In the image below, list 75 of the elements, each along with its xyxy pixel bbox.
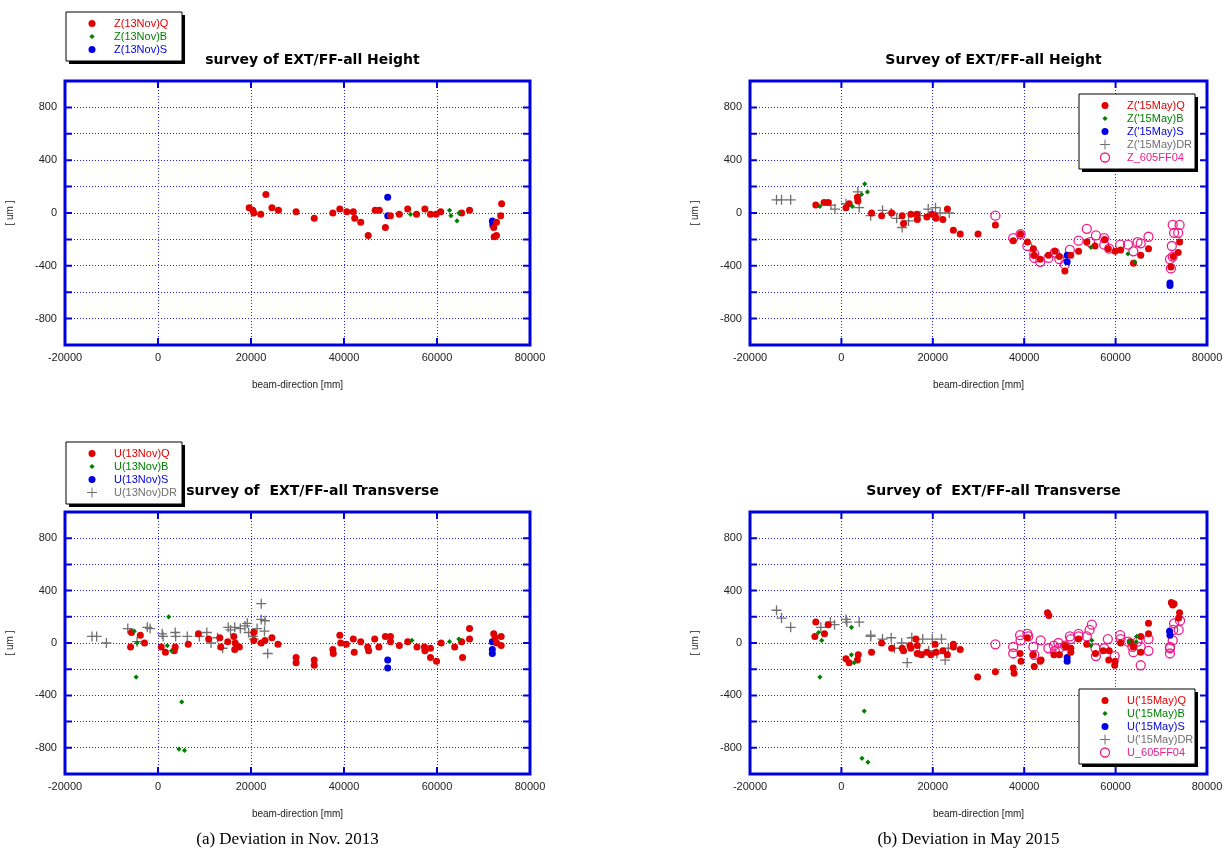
legend-label: Z(13Nov)Q: [114, 16, 169, 29]
x-tick-label: 0: [154, 350, 162, 363]
legend-label: Z('15May)DR: [1127, 137, 1193, 150]
y-tick-label: -800: [719, 311, 742, 324]
x-tick-label: 60000: [1100, 350, 1131, 363]
x-tick-label: 20000: [917, 779, 949, 792]
y-tick-label: 400: [723, 153, 742, 166]
x-tick-label: 40000: [1008, 779, 1040, 792]
legend-label: U('15May)S: [1127, 719, 1185, 732]
x-tick-label: 20000: [917, 350, 949, 363]
chart-title: Survey of EXT/FF-all Transverse: [866, 481, 1121, 498]
y-tick-label: 800: [38, 531, 57, 544]
y-tick-label: 0: [50, 636, 57, 649]
legend-label: U('15May)B: [1127, 706, 1185, 719]
x-tick-label: 20000: [235, 350, 267, 363]
y-tick-label: 800: [723, 531, 742, 544]
x-tick-label: 40000: [328, 350, 360, 363]
x-tick-label: -20000: [47, 350, 83, 363]
text: (b) Deviation in May 2015: [877, 829, 1060, 849]
x-tick-label: -20000: [732, 350, 768, 363]
x-tick-label: -20000: [47, 779, 83, 792]
y-tick-label: 0: [50, 206, 57, 219]
y-tick-label: -400: [34, 258, 57, 271]
x-tick-label: 0: [838, 779, 845, 792]
x-tick-label: 80000: [1191, 779, 1223, 792]
legend-label: Z('15May)B: [1127, 111, 1184, 124]
legend-label: U(13Nov)Q: [114, 446, 171, 459]
y-tick-label: 400: [38, 153, 57, 166]
x-tick-label: 80000: [514, 779, 546, 792]
x-tick-label: 80000: [514, 350, 546, 363]
x-tick-label: 40000: [328, 779, 360, 792]
x-tick-label: 60000: [421, 779, 453, 792]
x-axis-title: beam-direction [mm]: [932, 807, 1025, 819]
y-tick-label: 400: [723, 583, 742, 596]
x-axis-title: beam-direction [mm]: [251, 807, 344, 819]
legend-label: Z('15May)S: [1127, 124, 1184, 137]
chart-title: survey of EXT/FF-all Height: [205, 50, 421, 67]
y-tick-label: -400: [719, 688, 742, 701]
legend-label: U(13Nov)S: [114, 472, 169, 485]
x-tick-label: 80000: [1191, 350, 1223, 363]
legend-label: Z_605FF04: [1127, 150, 1184, 163]
text: (a) Deviation in Nov. 2013: [196, 829, 379, 849]
legend-label: Z(13Nov)S: [114, 42, 168, 55]
x-tick-label: -20000: [732, 779, 768, 792]
legend-label: U(13Nov)B: [114, 459, 169, 472]
legend-label: Z('15May)Q: [1127, 98, 1186, 111]
y-tick-label: -800: [719, 740, 742, 753]
y-tick-label: -400: [34, 688, 57, 701]
y-tick-label: -800: [34, 740, 57, 753]
chart-title: Survey of EXT/FF-all Height: [885, 50, 1102, 67]
legend-label: U('15May)DR: [1127, 732, 1194, 745]
x-tick-label: 20000: [235, 779, 267, 792]
y-tick-label: -400: [719, 258, 742, 271]
x-tick-label: 60000: [421, 350, 453, 363]
legend-label: Z(13Nov)B: [114, 29, 168, 42]
y-tick-label: 400: [38, 583, 57, 596]
y-axis-title: [ um ]: [3, 200, 15, 226]
x-tick-label: 0: [838, 350, 845, 363]
legend-label: U('15May)Q: [1127, 693, 1187, 706]
x-axis-title: beam-direction [mm]: [251, 378, 344, 390]
y-tick-label: -800: [34, 311, 57, 324]
legend-label: U_605FF04: [1127, 745, 1186, 758]
y-tick-label: 0: [735, 206, 742, 219]
y-axis-title: [ um ]: [3, 630, 15, 656]
legend-label: U(13Nov)DR: [114, 485, 178, 498]
y-axis-title: [ um ]: [688, 200, 700, 226]
x-tick-label: 0: [154, 779, 162, 792]
x-axis-title: beam-direction [mm]: [932, 378, 1025, 390]
x-tick-label: 60000: [1100, 779, 1131, 792]
y-tick-label: 0: [735, 636, 742, 649]
y-axis-title: [ um ]: [688, 630, 700, 656]
chart-title: survey of EXT/FF-all Transverse: [186, 481, 439, 498]
x-tick-label: 40000: [1008, 350, 1040, 363]
y-tick-label: 800: [38, 100, 57, 113]
y-tick-label: 800: [723, 100, 742, 113]
